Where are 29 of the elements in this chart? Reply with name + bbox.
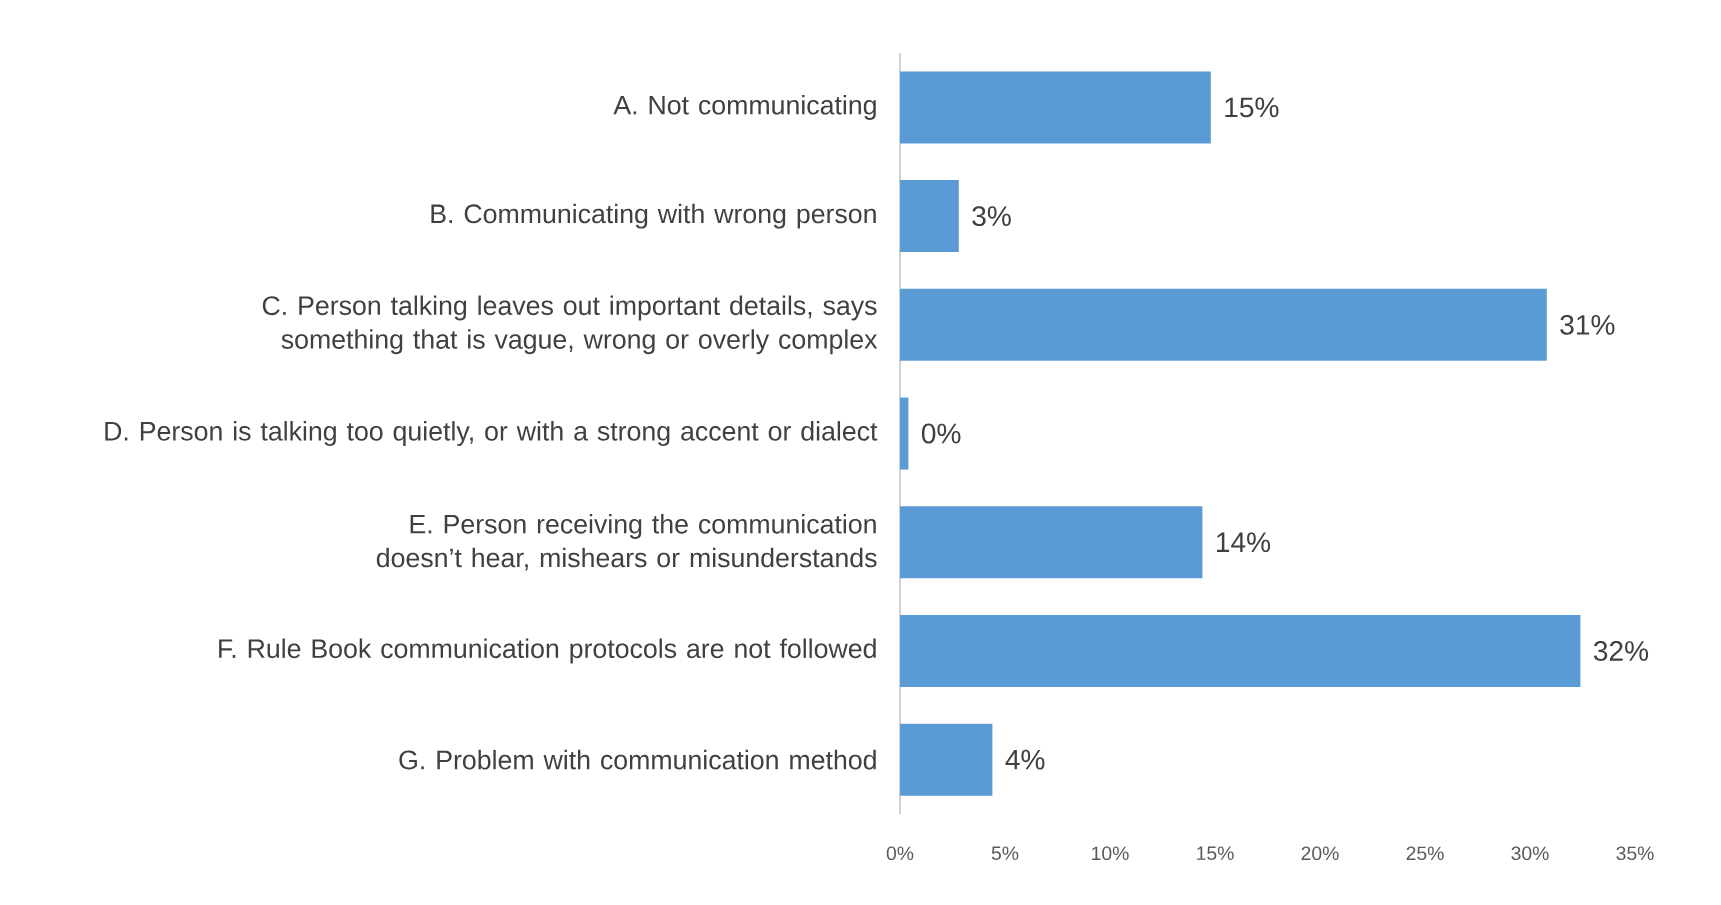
bar xyxy=(900,506,1203,579)
x-tick-label: 0% xyxy=(886,846,914,861)
y-tick-label: G. Problem with communication method xyxy=(399,749,876,770)
x-tick-label: 5% xyxy=(991,846,1019,861)
bar xyxy=(900,71,1211,144)
x-tick-label: 35% xyxy=(1616,846,1654,861)
x-tick-label: 10% xyxy=(1092,846,1129,861)
x-tick-label: 30% xyxy=(1511,846,1549,861)
y-tick-label: F. Rule Book communication protocols are not followed xyxy=(219,638,876,664)
data-label: 4% xyxy=(1005,749,1045,770)
bar xyxy=(900,180,959,253)
data-label: 31% xyxy=(1560,314,1615,335)
y-tick-label: D. Person is talking too quietly, or with a strong accent or dialect xyxy=(105,421,878,447)
data-label: 32% xyxy=(1593,641,1649,661)
y-tick-label: E. Person receiving the communication doesn’t hear, mishears or misunderstands xyxy=(376,514,877,571)
data-label: 0% xyxy=(921,423,961,444)
bar xyxy=(900,288,1547,361)
bar xyxy=(900,723,993,796)
x-tick-label: 15% xyxy=(1197,846,1234,861)
bar xyxy=(900,397,909,470)
bar xyxy=(900,614,1581,687)
x-tick-label: 20% xyxy=(1301,846,1339,861)
y-tick-label: A. Not communicating xyxy=(613,94,876,120)
data-label: 14% xyxy=(1216,532,1271,553)
data-label: 15% xyxy=(1225,97,1279,118)
x-tick-label: 25% xyxy=(1406,846,1444,861)
y-tick-label: C. Person talking leaves out important details, says something that is vague, wrong or overly complex xyxy=(262,295,878,355)
data-label: 3% xyxy=(972,206,1011,227)
y-tick-label: B. Communicating with wrong person xyxy=(431,203,876,229)
